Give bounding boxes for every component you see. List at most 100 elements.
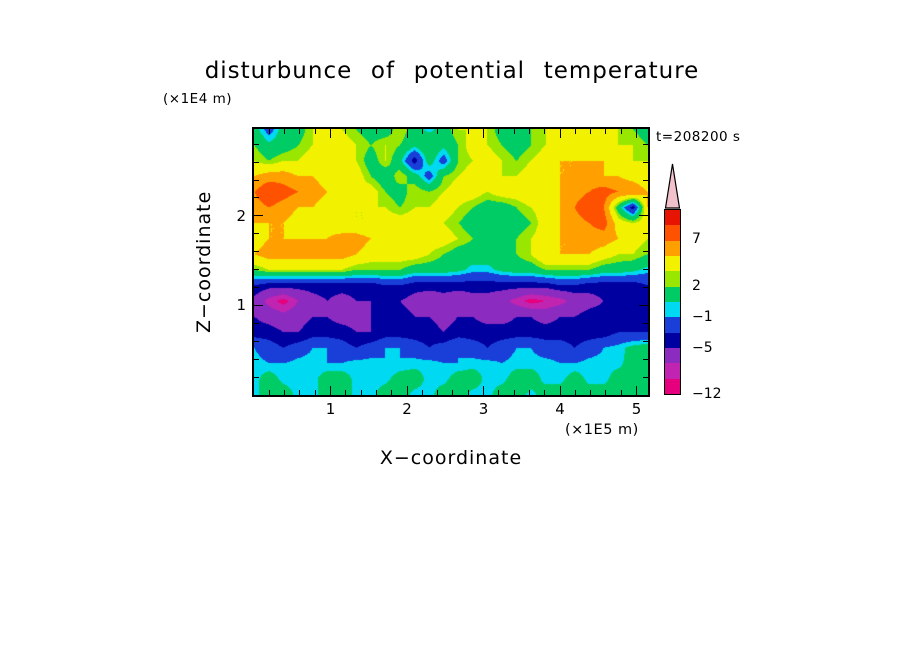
tick-mark — [254, 197, 259, 199]
tick-mark — [643, 143, 648, 145]
tick-mark — [643, 269, 648, 271]
tick-mark — [375, 129, 377, 134]
tick-mark — [467, 390, 469, 395]
x-axis-title: X−coordinate — [379, 447, 523, 469]
z-tick-label: 1 — [236, 296, 246, 315]
colorbar-segment — [665, 317, 680, 333]
tick-mark — [544, 129, 546, 134]
plot-area — [252, 127, 650, 397]
tick-mark — [254, 269, 259, 271]
tick-mark — [528, 390, 530, 395]
tick-mark — [345, 390, 347, 395]
tick-mark — [513, 129, 515, 134]
colorbar-segment — [665, 210, 680, 226]
colorbar-label: −5 — [692, 339, 713, 356]
tick-mark — [590, 390, 592, 395]
tick-mark — [268, 390, 270, 395]
tick-mark — [605, 390, 607, 395]
tick-mark — [345, 129, 347, 134]
colorbar-segment — [665, 255, 680, 272]
tick-mark — [421, 129, 423, 134]
tick-mark — [406, 129, 408, 138]
tick-mark — [452, 390, 454, 395]
tick-mark — [483, 386, 484, 395]
tick-mark — [643, 161, 648, 163]
tick-mark — [299, 129, 301, 134]
tick-mark — [254, 179, 259, 181]
tick-mark — [330, 129, 331, 138]
tick-mark — [528, 129, 530, 134]
tick-mark — [590, 129, 592, 134]
x-axis-unit-label: (×1E5 m) — [565, 422, 639, 438]
colorbar-label: −12 — [692, 386, 722, 402]
tick-mark — [643, 251, 648, 253]
tick-mark — [498, 390, 500, 395]
heatmap-canvas — [254, 129, 648, 395]
tick-mark — [643, 358, 648, 360]
colorbar-segment — [665, 225, 680, 241]
tick-mark — [574, 390, 576, 395]
time-stamp-label: t=208200 s — [656, 129, 741, 145]
tick-mark — [254, 340, 259, 342]
tick-mark — [254, 215, 263, 217]
colorbar-segment — [665, 378, 680, 394]
colorbar-segment — [665, 332, 680, 348]
tick-mark — [391, 129, 393, 134]
tick-mark — [559, 386, 561, 395]
tick-mark — [467, 129, 469, 134]
tick-mark — [254, 287, 259, 289]
colorbar-segment — [665, 271, 680, 287]
plot-title: disturbunce of potential temperature — [204, 58, 700, 84]
tick-mark — [437, 129, 439, 134]
colorbar-label: −1 — [692, 308, 713, 325]
tick-mark — [483, 129, 484, 138]
tick-mark — [254, 304, 263, 306]
colorbar-segment — [665, 363, 680, 379]
tick-mark — [254, 322, 259, 324]
tick-mark — [330, 386, 331, 395]
tick-mark — [391, 390, 393, 395]
tick-mark — [254, 358, 259, 360]
tick-mark — [268, 129, 270, 134]
tick-mark — [254, 233, 259, 235]
tick-mark — [639, 215, 648, 217]
tick-mark — [544, 390, 546, 395]
tick-mark — [643, 376, 648, 378]
colorbar-segment — [665, 347, 680, 364]
tick-mark — [643, 287, 648, 289]
tick-mark — [254, 143, 259, 145]
x-tick-label: 3 — [478, 400, 489, 418]
colorbar — [664, 163, 681, 395]
tick-mark — [636, 129, 638, 138]
tick-mark — [620, 129, 622, 134]
tick-mark — [437, 390, 439, 395]
tick-mark — [643, 179, 648, 181]
x-tick-label: 5 — [631, 400, 642, 418]
tick-mark — [254, 161, 259, 163]
colorbar-label: 7 — [692, 231, 701, 247]
tick-mark — [284, 129, 286, 134]
tick-mark — [254, 376, 259, 378]
tick-mark — [643, 233, 648, 235]
tick-mark — [639, 304, 648, 306]
colorbar-segment — [665, 240, 680, 256]
tick-mark — [643, 197, 648, 199]
tick-mark — [559, 129, 561, 138]
tick-mark — [643, 322, 648, 324]
tick-mark — [620, 390, 622, 395]
tick-mark — [254, 251, 259, 253]
tick-mark — [636, 386, 638, 395]
colorbar-scale — [664, 209, 681, 395]
tick-mark — [284, 390, 286, 395]
tick-mark — [513, 390, 515, 395]
tick-mark — [375, 390, 377, 395]
tick-mark — [314, 129, 316, 134]
tick-mark — [406, 386, 408, 395]
tick-mark — [452, 129, 454, 134]
colorbar-segment — [665, 286, 680, 302]
tick-mark — [360, 129, 362, 134]
z-tick-label: 2 — [236, 206, 246, 225]
colorbar-segment — [665, 301, 680, 318]
tick-mark — [643, 340, 648, 342]
z-axis-unit-label: (×1E4 m) — [163, 91, 232, 107]
